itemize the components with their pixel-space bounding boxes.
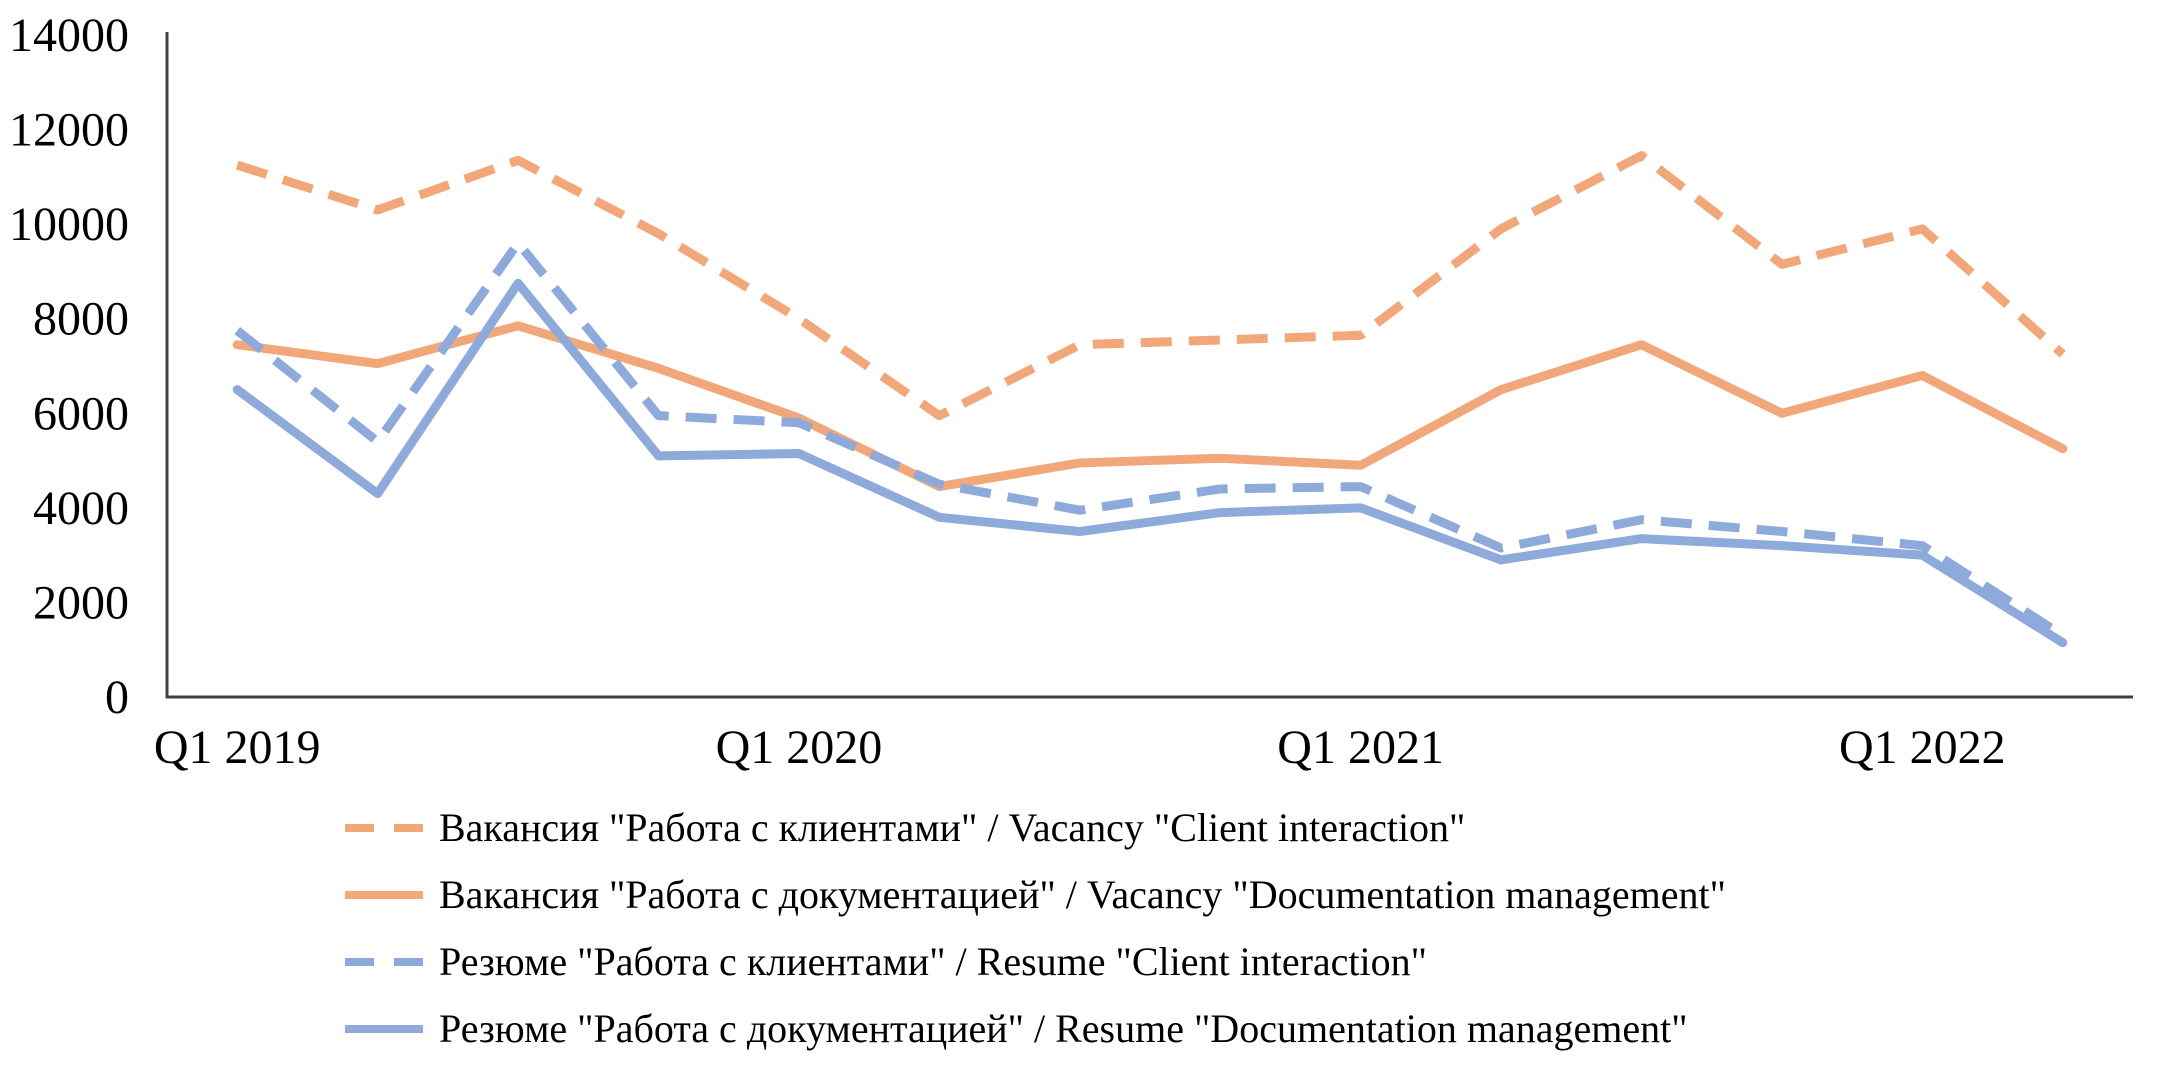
chart-legend: Вакансия "Работа с клиентами" / Vacancy … (345, 794, 1726, 1062)
legend-label: Вакансия "Работа с клиентами" / Vacancy … (439, 804, 1466, 850)
legend-item-resume-client-interaction: Резюме "Работа с клиентами" / Resume "Cl… (345, 928, 1726, 995)
x-axis-tick-label: Q1 2019 (154, 721, 321, 774)
x-axis-tick-label: Q1 2021 (1277, 721, 1444, 774)
legend-item-vacancy-client-interaction: Вакансия "Работа с клиентами" / Vacancy … (345, 794, 1726, 861)
y-axis-tick-label: 4000 (33, 482, 129, 535)
y-axis-tick-label: 10000 (9, 198, 129, 251)
legend-label: Вакансия "Работа с документацией" / Vaca… (439, 871, 1726, 917)
y-axis-tick-label: 0 (105, 671, 129, 724)
y-axis-tick-label: 12000 (9, 104, 129, 157)
series-line-vacancy-documentation-management (232, 321, 2068, 492)
legend-item-resume-documentation-management: Резюме "Работа с документацией" / Resume… (345, 995, 1726, 1062)
y-axis-tick-label: 2000 (33, 576, 129, 629)
legend-item-vacancy-documentation-management: Вакансия "Работа с документацией" / Vaca… (345, 861, 1726, 928)
x-axis-tick-label: Q1 2020 (716, 721, 883, 774)
series-line-resume-client-interaction (234, 238, 2066, 640)
legend-swatch-dashed-orange-icon (345, 823, 423, 832)
series-line-vacancy-client-interaction (235, 151, 2066, 421)
legend-label: Резюме "Работа с документацией" / Resume… (439, 1005, 1688, 1051)
legend-label: Резюме "Работа с клиентами" / Resume "Cl… (439, 938, 1427, 984)
legend-swatch-dashed-blue-icon (345, 957, 423, 966)
y-axis-tick-label: 14000 (9, 9, 129, 62)
x-axis-tick-label: Q1 2022 (1839, 721, 2006, 774)
legend-swatch-solid-orange-icon (345, 890, 423, 899)
y-axis-tick-label: 6000 (33, 387, 129, 440)
y-axis-tick-label: 8000 (33, 293, 129, 346)
legend-swatch-solid-blue-icon (345, 1024, 423, 1033)
series-line-resume-documentation-management (232, 278, 2068, 648)
